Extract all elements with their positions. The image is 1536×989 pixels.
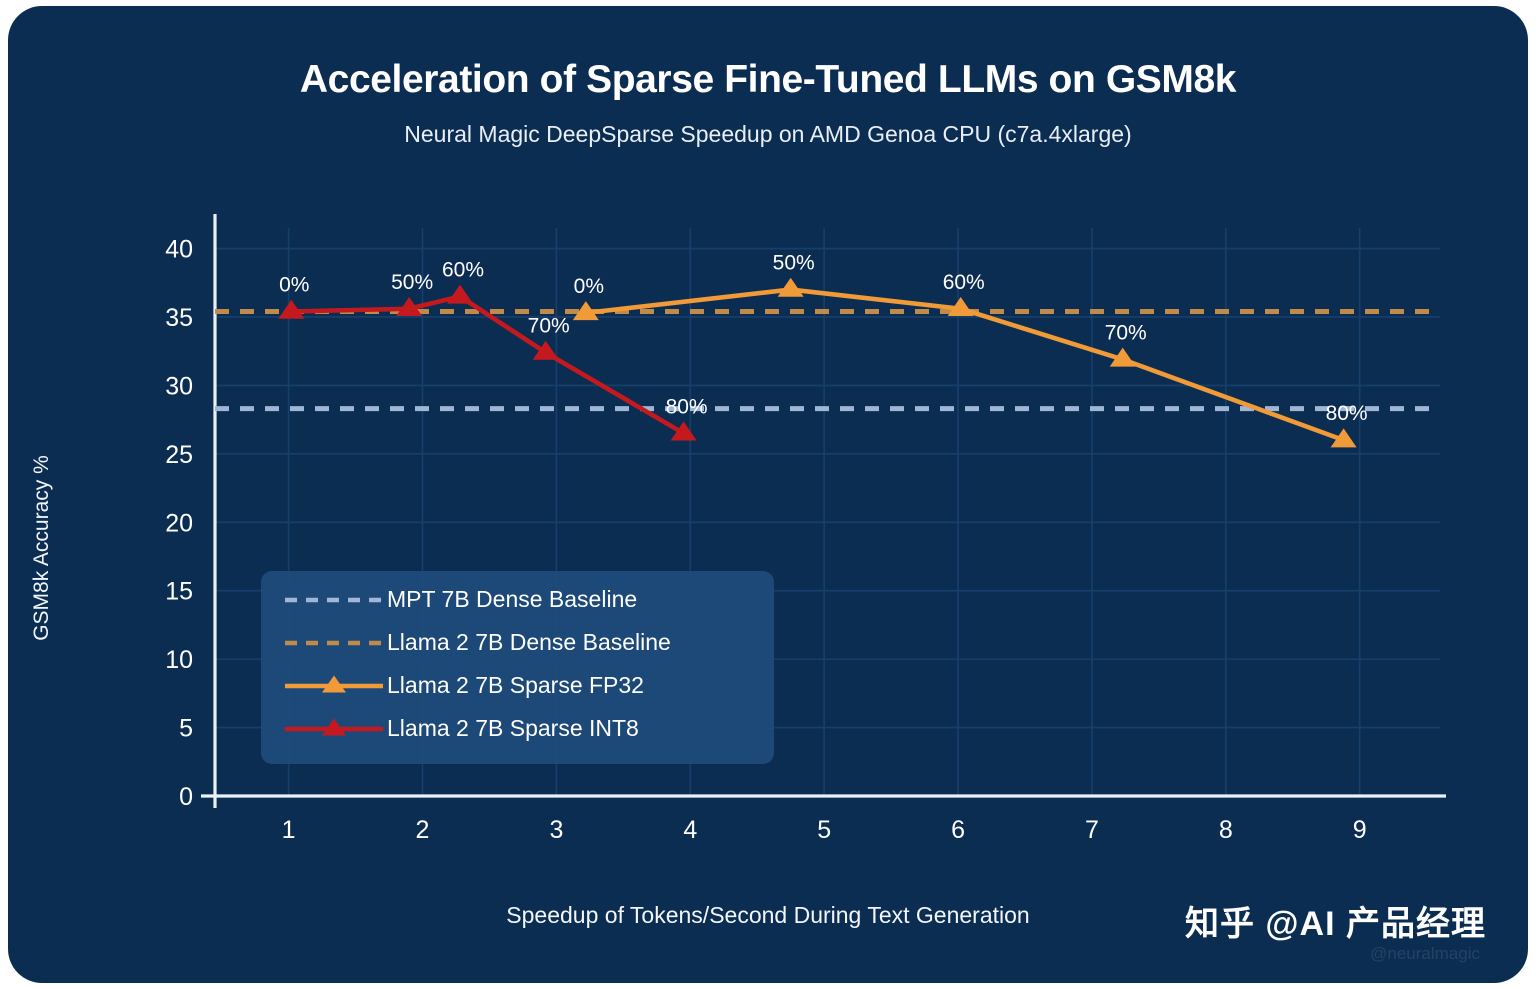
data-point-label: 50% [391, 271, 433, 294]
x-axis-tick-label: 4 [683, 816, 697, 844]
x-axis-tick-label: 2 [416, 816, 430, 844]
legend-label[interactable]: Llama 2 7B Sparse INT8 [387, 715, 639, 741]
data-point-label: 60% [442, 258, 484, 281]
legend-swatch-marker [322, 718, 346, 736]
data-point-marker[interactable] [278, 299, 305, 319]
data-point-marker[interactable] [447, 284, 473, 304]
x-axis-tick-label: 6 [951, 816, 965, 844]
legend-label[interactable]: Llama 2 7B Dense Baseline [387, 629, 671, 655]
legend-swatch-marker [322, 675, 346, 693]
chart-subtitle: Neural Magic DeepSparse Speedup on AMD G… [404, 121, 1132, 147]
chart-plot-area: 0 5 10 15 20 25 30 35 40 1 2 3 4 5 6 7 8 9 0% 50% 60% 70% 80% 0… [165, 214, 1446, 844]
x-axis-title: Speedup of Tokens/Second During Text Gen… [506, 902, 1030, 928]
x-axis-tick-label: 8 [1219, 816, 1233, 844]
data-point-label: 70% [528, 315, 570, 338]
x-axis-tick-label: 1 [282, 816, 296, 844]
chart-title: Acceleration of Sparse Fine-Tuned LLMs o… [299, 58, 1237, 101]
data-point-marker[interactable] [396, 296, 423, 316]
legend-box [261, 571, 774, 764]
data-point-label: 60% [943, 271, 985, 294]
data-point-marker[interactable] [947, 296, 974, 316]
y-axis-tick-label: 0 [179, 783, 193, 811]
data-point-marker[interactable] [670, 421, 697, 441]
y-axis-tick-label: 30 [165, 372, 193, 400]
data-point-marker[interactable] [1330, 428, 1357, 448]
x-axis-tick-label: 9 [1353, 816, 1367, 844]
y-axis-tick-label: 20 [165, 509, 193, 537]
data-point-label: 0% [574, 275, 604, 298]
y-axis-tick-label: 5 [179, 715, 193, 743]
y-axis-title: GSM8k Accuracy % [30, 455, 53, 641]
legend-label[interactable]: Llama 2 7B Sparse FP32 [387, 672, 644, 698]
data-point-label: 70% [1105, 321, 1147, 344]
y-axis-tick-label: 15 [165, 578, 193, 606]
data-point-marker[interactable] [572, 301, 599, 321]
data-point-label: 80% [666, 395, 708, 418]
y-axis-tick-label: 35 [165, 304, 193, 332]
data-point-marker[interactable] [777, 277, 804, 297]
x-axis-tick-label: 3 [549, 816, 563, 844]
data-point-marker[interactable] [532, 340, 559, 360]
watermark: 知乎 @AI 产品经理 [1184, 905, 1486, 943]
x-axis-tick-label: 7 [1085, 816, 1099, 844]
data-point-label: 80% [1326, 402, 1368, 425]
chart-card: Acceleration of Sparse Fine-Tuned LLMs o… [8, 6, 1528, 983]
legend-label[interactable]: MPT 7B Dense Baseline [387, 586, 637, 612]
data-point-label: 50% [773, 252, 815, 275]
watermark-faint: @neuralmagic [1370, 944, 1480, 963]
x-axis-tick-label: 5 [817, 816, 831, 844]
data-point-label: 0% [279, 273, 309, 296]
y-axis-tick-label: 25 [165, 441, 193, 469]
y-axis-tick-label: 10 [165, 646, 193, 674]
y-axis-tick-label: 40 [165, 236, 193, 264]
data-point-marker[interactable] [1109, 347, 1136, 367]
